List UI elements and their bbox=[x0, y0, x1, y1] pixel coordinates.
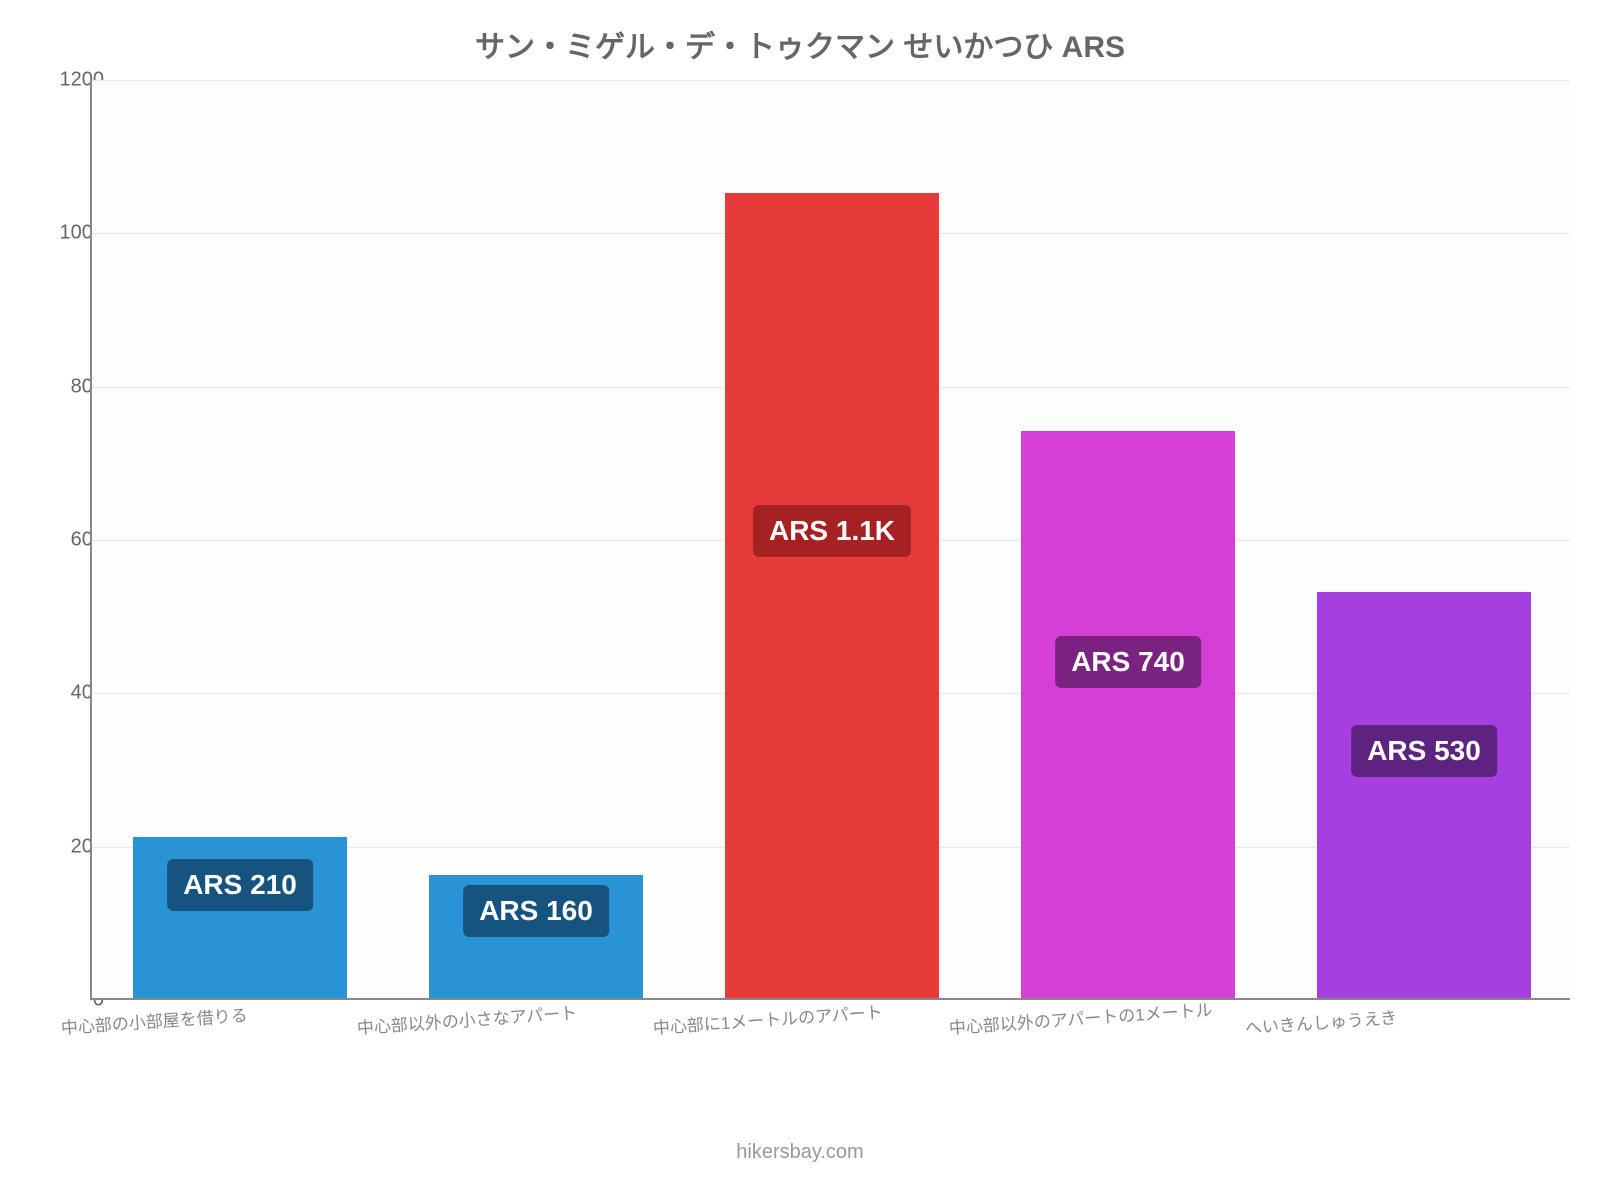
value-badge: ARS 160 bbox=[463, 885, 609, 937]
plot-area: ARS 210 ARS 160 ARS 1.1K ARS 740 ARS 530 bbox=[90, 80, 1570, 1000]
bar bbox=[1021, 431, 1234, 998]
value-badge: ARS 530 bbox=[1351, 725, 1497, 777]
x-axis-labels: 中心部の小部屋を借りる中心部以外の小さなアパート中心部に1メートルのアパート中心… bbox=[90, 1004, 1570, 1084]
value-badge: ARS 740 bbox=[1055, 636, 1201, 688]
x-axis-label: 中心部に1メートルのアパート bbox=[652, 998, 883, 1039]
footer-attribution: hikersbay.com bbox=[0, 1141, 1600, 1164]
bar bbox=[725, 193, 938, 998]
x-axis-label: 中心部以外のアパートの1メートル bbox=[948, 996, 1213, 1039]
value-badge: ARS 1.1K bbox=[753, 505, 911, 557]
bar bbox=[1317, 592, 1530, 998]
x-axis-label: 中心部以外の小さなアパート bbox=[356, 999, 578, 1039]
x-axis-label: へいきんしゅうえき bbox=[1244, 1003, 1398, 1039]
bars-group: ARS 210 ARS 160 ARS 1.1K ARS 740 ARS 530 bbox=[92, 80, 1570, 998]
chart-title: サン・ミゲル・デ・トゥクマン せいかつひ ARS bbox=[0, 22, 1600, 66]
value-badge: ARS 210 bbox=[167, 859, 313, 911]
chart-container: サン・ミゲル・デ・トゥクマン せいかつひ ARS 020040060080010… bbox=[0, 0, 1600, 1200]
